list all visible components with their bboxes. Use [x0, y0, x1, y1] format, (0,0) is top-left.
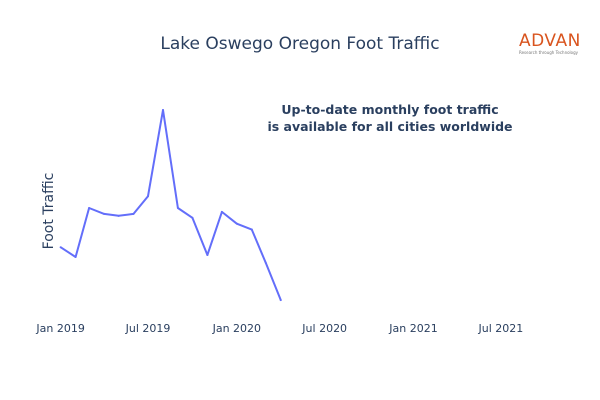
- advan-logo: ADVAN Research through Technology: [519, 31, 581, 56]
- data-point: [74, 256, 77, 258]
- x-tick-label: Jan 2021: [388, 322, 437, 335]
- logo-word: ADVAN: [519, 31, 581, 51]
- data-point: [206, 254, 209, 257]
- data-point: [103, 212, 106, 215]
- data-point: [132, 212, 135, 215]
- x-tick-label: Jan 2019: [35, 322, 84, 335]
- data-point: [147, 195, 149, 198]
- data-point: [161, 109, 164, 111]
- data-point: [235, 222, 238, 225]
- data-point: [264, 261, 267, 264]
- x-tick-label: Jul 2019: [125, 322, 171, 335]
- x-tick-label: Jan 2020: [212, 322, 261, 335]
- logo-tagline: Research through Technology: [519, 50, 579, 55]
- chart-annotation: Up-to-date monthly foot traffic is avail…: [240, 101, 540, 135]
- data-point: [117, 214, 120, 217]
- data-point: [279, 299, 282, 302]
- x-tick-label: Jul 2021: [478, 322, 524, 335]
- annotation-line-2: is available for all cities worldwide: [267, 119, 513, 134]
- x-tick-label: Jul 2020: [301, 322, 347, 335]
- data-point: [250, 228, 253, 231]
- data-point: [59, 246, 62, 249]
- data-point: [191, 216, 194, 219]
- chart-title: Lake Oswego Oregon Foot Traffic: [160, 34, 440, 54]
- annotation-line-1: Up-to-date monthly foot traffic: [281, 102, 499, 117]
- data-point: [176, 207, 179, 209]
- data-point: [88, 207, 91, 209]
- data-point: [220, 210, 223, 213]
- series-line: [60, 109, 282, 301]
